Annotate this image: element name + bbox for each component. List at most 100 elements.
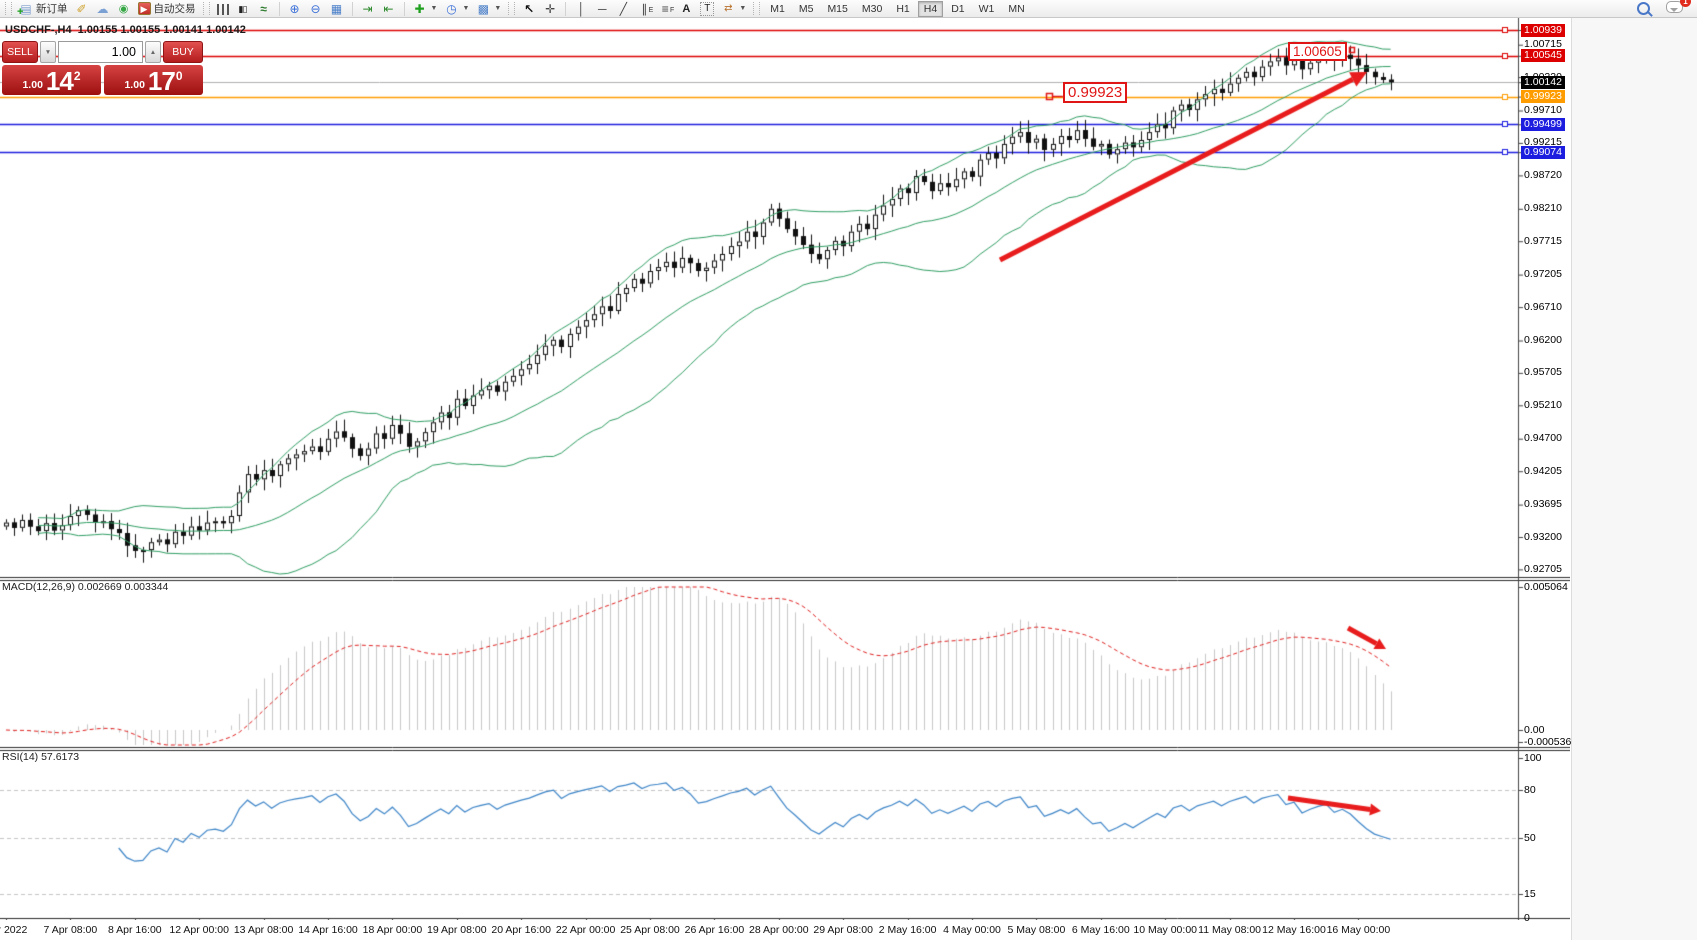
price-axis-label: 0.99215 xyxy=(1524,136,1562,149)
notifications-button[interactable]: 1 xyxy=(1666,0,1691,16)
text-tool-button[interactable]: A xyxy=(676,1,696,17)
time-axis-label: 6 May 16:00 xyxy=(1071,924,1130,936)
signal-icon xyxy=(117,2,131,16)
timeframe-m1[interactable]: M1 xyxy=(764,1,791,17)
time-axis-label: 12 May 16:00 xyxy=(1262,924,1326,936)
time-axis-label: 8 Apr 16:00 xyxy=(107,924,162,936)
macd-axis-label: 0.00 xyxy=(1524,723,1545,736)
channel-tool-button[interactable]: E xyxy=(634,1,654,17)
vertical-line-tool-button[interactable] xyxy=(571,1,591,17)
auto-scroll-button[interactable] xyxy=(358,1,378,17)
chart-shift-icon xyxy=(382,2,396,16)
trendline-tool-button[interactable] xyxy=(613,1,633,17)
cursor-tool-button[interactable] xyxy=(519,1,539,17)
timeframe-m5[interactable]: M5 xyxy=(793,1,820,17)
timeframe-m15[interactable]: M15 xyxy=(821,1,853,17)
timeframe-h4[interactable]: H4 xyxy=(917,0,944,17)
add-indicator-button[interactable]: ▼ xyxy=(410,1,441,17)
rsi-axis-label: 0 xyxy=(1524,911,1530,924)
volume-increase-button[interactable]: ▲ xyxy=(145,41,161,63)
toolbar-grip[interactable] xyxy=(753,2,761,15)
fibonacci-tool-button[interactable]: F xyxy=(655,1,675,17)
tile-windows-button[interactable] xyxy=(327,1,347,17)
chat-bubble-icon xyxy=(1666,1,1683,13)
crosshair-tool-button[interactable] xyxy=(540,1,560,17)
toolbar-right-group: 1 xyxy=(1637,0,1691,16)
price-axis-label: 0.95705 xyxy=(1524,366,1562,379)
zoom-out-button[interactable] xyxy=(306,1,326,17)
chart-shift-button[interactable] xyxy=(379,1,399,17)
new-order-button[interactable]: 新订单 xyxy=(16,1,71,19)
text-icon: A xyxy=(682,2,691,15)
price-axis-label: 0.98720 xyxy=(1524,168,1562,181)
template-button[interactable]: ▼ xyxy=(473,1,504,17)
timeframe-h1[interactable]: H1 xyxy=(890,1,915,17)
text-label-tool-button[interactable]: T xyxy=(697,1,717,17)
price-annotation-high[interactable]: 1.00605 xyxy=(1288,42,1347,61)
timeframe-d1[interactable]: D1 xyxy=(945,1,970,17)
chevron-down-icon: ▼ xyxy=(739,5,747,12)
time-axis-label: 13 Apr 08:00 xyxy=(233,924,294,936)
buy-price-sup: 0 xyxy=(175,69,183,83)
volume-decrease-button[interactable]: ▼ xyxy=(40,41,56,63)
arrows-tool-button[interactable]: ▼ xyxy=(718,1,749,17)
volume-input[interactable]: 1.00 xyxy=(58,41,143,63)
sell-price-base: 1.00 xyxy=(22,79,43,91)
line-chart-button[interactable] xyxy=(254,1,274,17)
price-axis-label: 0.93200 xyxy=(1524,530,1562,543)
rsi-axis-label: 100 xyxy=(1524,751,1542,764)
price-axis-label: 0.96710 xyxy=(1524,300,1562,313)
bar-chart-button[interactable] xyxy=(214,1,232,17)
time-axis-label: 25 Apr 08:00 xyxy=(620,924,680,936)
buy-quote[interactable]: 1.00 17 0 xyxy=(104,65,203,95)
sell-quote[interactable]: 1.00 14 2 xyxy=(2,65,101,95)
time-axis[interactable]: Apr 2022 7 Apr 08:00 8 Apr 16:00 12 Apr 00:… xyxy=(0,920,1570,940)
clock-icon xyxy=(444,2,458,16)
time-axis-label: 22 Apr 00:00 xyxy=(555,924,616,936)
time-axis-label: 18 Apr 00:00 xyxy=(362,924,423,936)
price-axis-label: 0.96200 xyxy=(1524,334,1562,346)
timeframe-w1[interactable]: W1 xyxy=(973,1,1001,17)
price-annotation-support[interactable]: 0.99923 xyxy=(1063,82,1128,103)
equidistant-channel-icon: E xyxy=(637,2,654,16)
timeframe-mn[interactable]: MN xyxy=(1002,1,1030,17)
cloud-chart-icon xyxy=(96,2,110,16)
eraser-icon xyxy=(75,2,89,16)
time-axis-label: 11 May 08:00 xyxy=(1198,924,1262,936)
horizontal-line-tool-button[interactable] xyxy=(592,1,612,17)
template-icon xyxy=(476,2,490,16)
buy-button[interactable]: BUY xyxy=(163,41,203,63)
eraser-button[interactable] xyxy=(72,1,92,17)
new-order-icon xyxy=(17,2,33,19)
toolbar-grip[interactable] xyxy=(202,2,210,15)
sell-button[interactable]: SELL xyxy=(2,41,38,63)
price-axis-label: 0.95210 xyxy=(1524,398,1562,411)
signal-button[interactable] xyxy=(114,1,134,17)
toolbar-separator xyxy=(278,1,280,16)
period-selector-button[interactable]: ▼ xyxy=(441,1,472,17)
toolbar-grip[interactable] xyxy=(508,2,516,15)
time-axis-label: 7 Apr 08:00 xyxy=(43,924,98,936)
autotrade-icon xyxy=(137,2,151,15)
macd-axis-label: 0.005064 xyxy=(1524,580,1568,593)
candlestick-chart-button[interactable] xyxy=(233,1,253,17)
price-axis-label: 0.98210 xyxy=(1524,202,1562,215)
autotrade-button[interactable]: 自动交易 xyxy=(135,1,199,17)
terminal-button[interactable] xyxy=(93,1,113,17)
toolbar-grip[interactable] xyxy=(5,2,12,15)
timeframe-m30[interactable]: M30 xyxy=(856,1,888,17)
toolbar-separator xyxy=(565,1,567,16)
workspace-empty-area xyxy=(1571,18,1697,940)
add-indicator-icon xyxy=(413,2,427,16)
text-label-icon: T xyxy=(700,1,715,16)
time-axis-label: 20 Apr 16:00 xyxy=(491,924,551,936)
zoom-in-button[interactable] xyxy=(285,1,305,17)
rsi-axis-label: 80 xyxy=(1524,783,1536,796)
horizontal-line-icon xyxy=(595,2,609,16)
arrows-icon xyxy=(721,2,735,16)
new-order-label: 新订单 xyxy=(36,3,68,15)
search-icon[interactable] xyxy=(1637,2,1650,15)
price-axis-label: 1.00715 xyxy=(1524,38,1562,51)
price-chart-canvas[interactable] xyxy=(0,18,1570,940)
autotrade-label: 自动交易 xyxy=(153,3,196,15)
